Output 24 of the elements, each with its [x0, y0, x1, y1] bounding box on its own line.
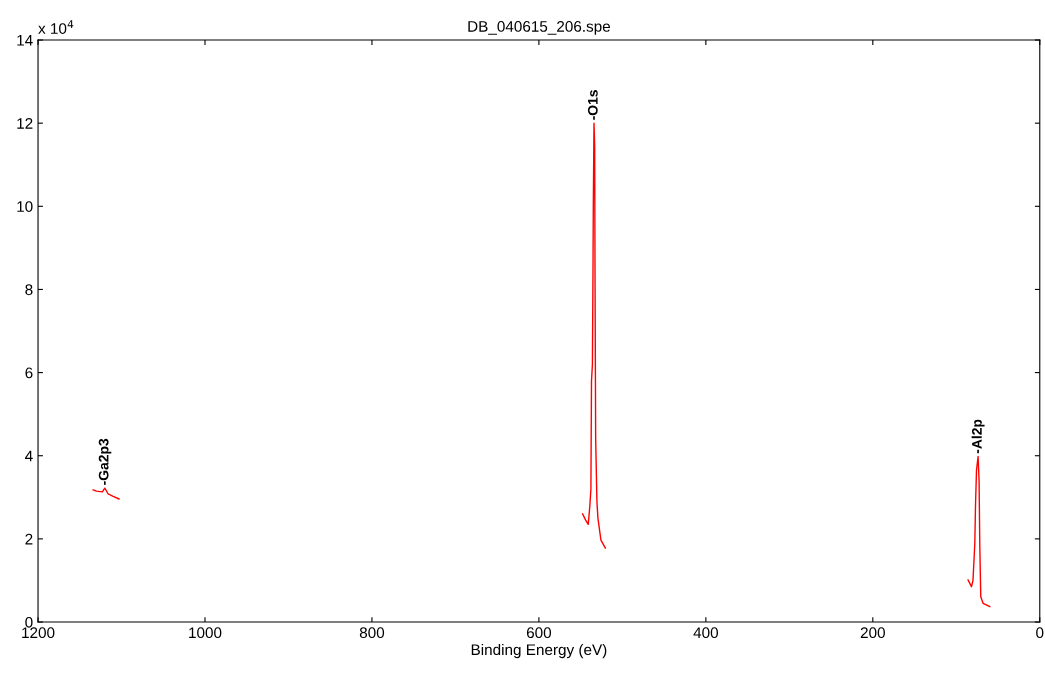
y-tick-label: 2 — [25, 533, 33, 545]
x-tick-label: 1200 — [22, 627, 55, 639]
x-tick-label: 600 — [526, 627, 552, 639]
annotation: -Ga2p3 — [98, 438, 112, 485]
x-tick-label: 1000 — [189, 627, 222, 639]
y-tick-label: 10 — [17, 201, 33, 212]
text: x 10$^{4}$ — [38, 20, 74, 34]
x-axis-title: Binding Energy (eV) — [471, 643, 607, 659]
x-tick-label: 200 — [860, 627, 885, 639]
x-tick-label: 400 — [693, 627, 719, 639]
x-tick-label: 800 — [359, 627, 385, 639]
y-tick-label: 14 — [17, 35, 33, 46]
line-series — [967, 455, 991, 608]
chart-title: DB_040615_206.spe — [468, 21, 611, 35]
x-tick-label: 0 — [1036, 627, 1044, 639]
y-tick-label: 6 — [25, 367, 33, 379]
y-tick-label: 0 — [25, 616, 33, 628]
y-tick-label: 12 — [17, 118, 33, 129]
line-series — [92, 487, 120, 500]
annotation: -Al2p — [971, 419, 985, 454]
y-tick-label: 8 — [25, 284, 33, 296]
y-tick-label: 4 — [25, 450, 33, 462]
annotation: -O1s — [587, 90, 598, 120]
line-series — [581, 122, 607, 549]
